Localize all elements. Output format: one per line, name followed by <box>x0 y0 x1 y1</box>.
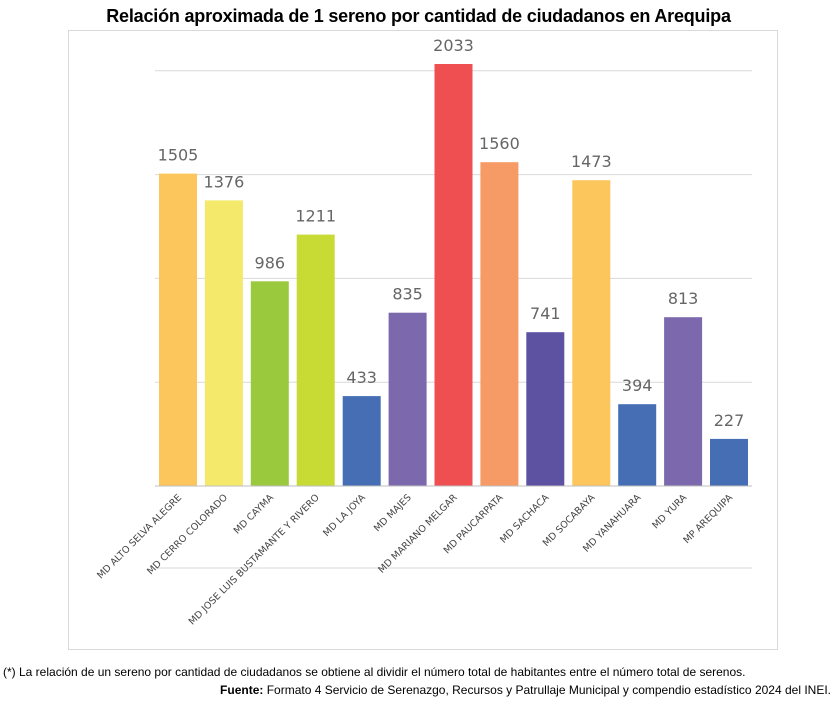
bar <box>526 332 565 486</box>
category-tick-label: MD MAJES <box>372 492 414 534</box>
category-tick-label: MD CERRO COLORADO <box>145 492 230 577</box>
source-text: Formato 4 Servicio de Serenazgo, Recurso… <box>263 683 831 697</box>
data-label: 835 <box>392 285 423 304</box>
data-label: 1376 <box>204 172 245 191</box>
bar <box>250 281 289 486</box>
category-tick-label: MD YURA <box>650 492 689 531</box>
data-label: 1211 <box>295 207 336 226</box>
data-label: 1560 <box>479 134 520 153</box>
chart-area <box>68 30 778 650</box>
bar <box>296 234 335 486</box>
data-label: 433 <box>346 368 377 387</box>
bar <box>664 317 703 486</box>
bar <box>572 180 611 486</box>
chart-footnote: (*) La relación de un sereno por cantida… <box>3 665 746 679</box>
source-label: Fuente: <box>220 683 264 697</box>
data-label: 2033 <box>433 36 474 55</box>
data-label: 1505 <box>158 146 199 165</box>
data-label: 986 <box>255 253 286 272</box>
data-label: 1473 <box>571 152 612 171</box>
data-label: 394 <box>622 376 653 395</box>
bar <box>710 438 748 486</box>
category-tick-label: MD LA JOYA <box>321 492 368 539</box>
chart-source: Fuente: Formato 4 Servicio de Serenazgo,… <box>220 683 831 697</box>
bar <box>159 173 197 486</box>
bar <box>204 200 243 486</box>
data-label: 813 <box>668 289 699 308</box>
bar <box>618 404 657 486</box>
category-tick-label: MD CAYMA <box>232 492 276 536</box>
bar <box>342 396 381 486</box>
bar <box>480 162 519 486</box>
data-label: 741 <box>530 304 561 323</box>
data-label: 227 <box>714 411 745 430</box>
bar <box>434 64 473 486</box>
chart-title: Relación aproximada de 1 sereno por cant… <box>106 6 731 26</box>
bar <box>388 312 427 486</box>
category-tick-label: MP AREQUIPA <box>681 492 735 546</box>
category-tick-label: MD MARIANO MELGAR <box>376 492 459 575</box>
